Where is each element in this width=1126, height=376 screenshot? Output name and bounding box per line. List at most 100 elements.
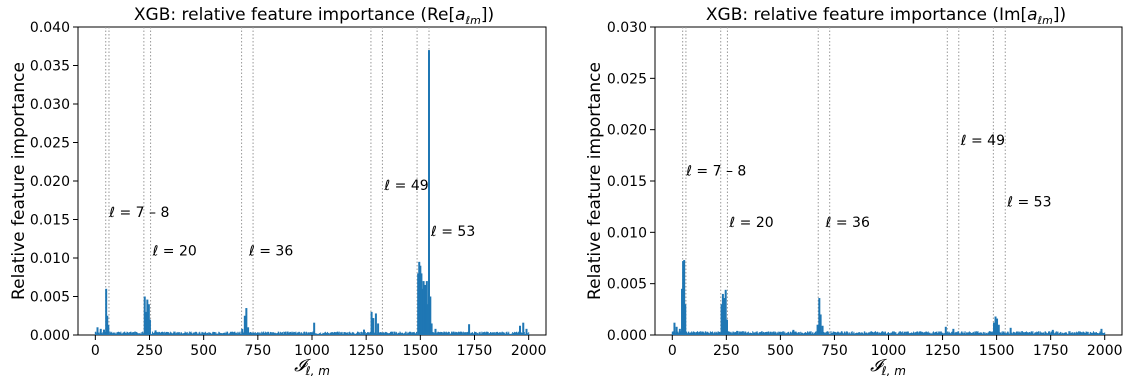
- bar: [377, 323, 380, 335]
- x-tick-label: 2000: [511, 343, 547, 359]
- bar: [247, 327, 250, 335]
- bar: [522, 322, 525, 335]
- y-tick-label: 0.030: [30, 97, 70, 113]
- x-axis-label: 𝓘ℓ, m: [294, 356, 330, 376]
- x-tick-label: 500: [190, 343, 217, 359]
- chart-title: XGB: relative feature importance (Re[aℓm…: [134, 5, 494, 27]
- chart-re: XGB: relative feature importance (Re[aℓm…: [9, 5, 547, 376]
- vline-group: [105, 27, 430, 335]
- bar: [430, 323, 433, 335]
- annotation-label: ℓ = 20: [152, 243, 197, 259]
- bar: [419, 265, 422, 335]
- annotation-label: ℓ = 53: [430, 224, 475, 240]
- bar: [145, 311, 148, 335]
- x-axis-label: 𝓘ℓ, m: [870, 356, 906, 376]
- bar: [792, 329, 795, 335]
- bar: [428, 50, 430, 335]
- bar: [723, 298, 726, 335]
- bar: [421, 288, 424, 335]
- x-axis-ticks: 0 250 500 750 1000 1250 1500 1750 2000: [91, 335, 547, 359]
- bar: [429, 296, 432, 335]
- bar: [952, 328, 955, 335]
- bar: [107, 324, 110, 335]
- annotation-label: ℓ = 36: [825, 215, 870, 231]
- y-tick-label: 0.020: [607, 123, 647, 139]
- annotation-label: ℓ = 49: [960, 133, 1005, 149]
- plot-frame: [654, 26, 1123, 336]
- bar: [816, 324, 819, 335]
- bar: [724, 289, 727, 335]
- y-tick-label: 0.020: [30, 174, 70, 190]
- bar: [681, 288, 684, 335]
- y-tick-label: 0.015: [30, 213, 70, 229]
- y-tick-label: 0.000: [30, 328, 70, 344]
- annotation-group: ℓ = 7 – 8 ℓ = 20 ℓ = 36 ℓ = 49 ℓ = 53: [685, 133, 1051, 231]
- bar: [105, 288, 108, 335]
- vline-group: [682, 27, 1006, 335]
- bar: [682, 261, 685, 335]
- x-tick-label: 1750: [457, 343, 493, 359]
- y-tick-label: 0.035: [30, 59, 70, 75]
- bar: [245, 308, 248, 335]
- bar: [243, 315, 246, 335]
- bar: [143, 296, 146, 335]
- bar: [721, 293, 724, 335]
- bar: [434, 328, 437, 335]
- annotation-label: ℓ = 36: [248, 243, 293, 259]
- bar: [725, 319, 728, 335]
- y-axis-label: Relative feature importance: [9, 62, 29, 300]
- bar: [1051, 329, 1054, 335]
- x-tick-label: 250: [713, 343, 740, 359]
- x-tick-label: 1500: [403, 343, 439, 359]
- bar: [289, 331, 292, 335]
- bar: [678, 328, 681, 335]
- bar: [148, 319, 151, 335]
- bar: [420, 273, 423, 335]
- bar: [241, 328, 244, 335]
- annotation-label: ℓ = 7 – 8: [685, 164, 746, 180]
- x-tick-label: 1000: [294, 343, 330, 359]
- y-tick-label: 0.025: [607, 71, 647, 87]
- bar-series: [94, 50, 530, 335]
- bar: [994, 316, 997, 335]
- x-tick-label: 1750: [1033, 343, 1069, 359]
- bar: [684, 304, 687, 335]
- annotation-label: ℓ = 7 – 8: [108, 205, 169, 221]
- annotation-label: ℓ = 49: [383, 178, 428, 194]
- annotation-label: ℓ = 53: [1006, 195, 1051, 211]
- x-tick-label: 2000: [1087, 343, 1123, 359]
- bar: [821, 325, 824, 335]
- bar: [165, 331, 168, 335]
- bar: [424, 284, 427, 335]
- x-tick-label: 1250: [348, 343, 384, 359]
- chart-im: XGB: relative feature importance (Im[aℓm…: [585, 5, 1123, 376]
- bar: [425, 281, 428, 335]
- y-tick-label: 0.010: [607, 225, 647, 241]
- y-tick-label: 0.030: [607, 20, 647, 36]
- bar: [422, 281, 425, 335]
- y-tick-label: 0.005: [607, 277, 647, 293]
- bar: [993, 322, 996, 335]
- y-axis-ticks: 0.000 0.005 0.010 0.015 0.020 0.025 0.030 0.035…: [30, 20, 78, 344]
- bar: [374, 313, 377, 335]
- x-tick-label: 500: [767, 343, 794, 359]
- y-tick-label: 0.015: [607, 174, 647, 190]
- bar: [99, 328, 102, 335]
- x-tick-label: 1500: [979, 343, 1015, 359]
- bar: [736, 330, 739, 335]
- x-axis-ticks: 0 250 500 750 1000 1250 1500 1750 2000: [668, 335, 1123, 359]
- chart-title: XGB: relative feature importance (Im[aℓm…: [706, 5, 1066, 27]
- bar: [468, 324, 471, 335]
- bar: [370, 311, 373, 335]
- bar: [103, 329, 105, 335]
- y-axis-label: Relative feature importance: [585, 62, 605, 300]
- y-tick-label: 0.025: [30, 136, 70, 152]
- x-tick-label: 750: [244, 343, 271, 359]
- x-tick-label: 750: [821, 343, 848, 359]
- bar: [1009, 327, 1012, 335]
- annotation-label: ℓ = 20: [728, 215, 773, 231]
- bar: [154, 330, 157, 335]
- bar: [944, 326, 947, 335]
- bar: [372, 318, 375, 335]
- y-tick-label: 0.040: [30, 20, 70, 36]
